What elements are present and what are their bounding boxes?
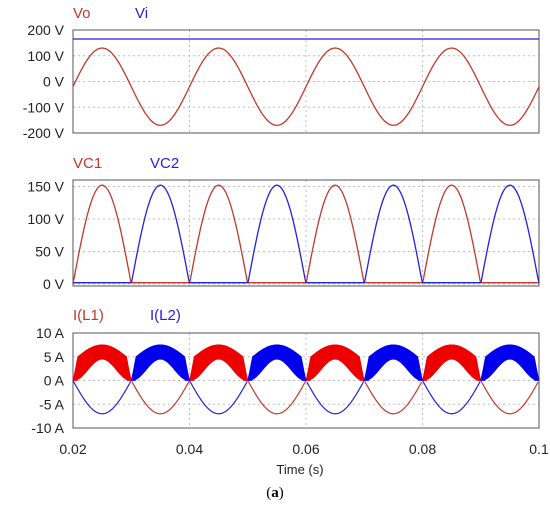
y-tick-label: -200 V (23, 125, 65, 141)
y-tick-label: 100 V (27, 211, 64, 227)
legend-vc2: VC2 (150, 155, 179, 172)
ripple-band (130, 344, 191, 381)
legend-vi: Vi (135, 5, 148, 22)
plot-frame (72, 179, 540, 287)
x-tick-label: 0.08 (409, 441, 436, 457)
legend-vc1: VC1 (73, 155, 102, 172)
legend-il1: I(L1) (73, 307, 104, 324)
plot-panels: 200 V 100 V 0 V -100 V -200 V 150 V 100 V 50 V 0… (23, 22, 549, 457)
x-tick-label: 0.06 (292, 441, 319, 457)
ripple-band (480, 344, 540, 381)
ripple-band (72, 344, 132, 381)
y-tick-label: 50 V (35, 244, 64, 260)
x-tick-label: 0.04 (176, 441, 203, 457)
series-vc2 (73, 184, 540, 284)
negative-dip (131, 380, 539, 415)
series-vo (72, 47, 540, 126)
figure-caption: (a) (266, 485, 284, 501)
y-tick-label: -10 A (31, 420, 64, 436)
y-tick-label: 10 A (36, 325, 65, 341)
legend-vo: Vo (73, 5, 91, 22)
series-il2 (73, 344, 540, 414)
y-tick-label: 150 V (27, 179, 64, 195)
plot-frame (72, 29, 540, 134)
ripple-band (247, 344, 307, 381)
y-tick-label: 0 V (43, 74, 65, 90)
panel-1: 200 V 100 V 0 V -100 V -200 V (23, 22, 540, 141)
y-tick-label: 5 A (44, 349, 65, 365)
ripple-band (305, 344, 365, 381)
y-tick-label: 200 V (27, 22, 64, 38)
panel-3: 10 A 5 A 0 A -5 A -10 A 0.02 0.04 0.06 0.08 0.1 (31, 325, 549, 457)
caption-letter: a (271, 485, 279, 501)
x-axis-label: Time (s) (276, 462, 323, 477)
y-tick-label: -5 A (39, 396, 65, 412)
x-tick-label: 0.1 (529, 441, 549, 457)
legend-il2: I(L2) (150, 307, 181, 324)
series-vc1 (72, 184, 539, 284)
ripple-band (363, 344, 424, 381)
x-tick-label: 0.02 (59, 441, 86, 457)
y-tick-label: 0 A (44, 373, 65, 389)
y-tick-label: 100 V (27, 48, 64, 64)
y-tick-label: -100 V (23, 99, 65, 115)
panel-2: 150 V 100 V 50 V 0 V (27, 179, 540, 292)
y-tick-label: 0 V (43, 276, 65, 292)
ripple-band (188, 344, 249, 381)
ripple-band (421, 344, 482, 381)
